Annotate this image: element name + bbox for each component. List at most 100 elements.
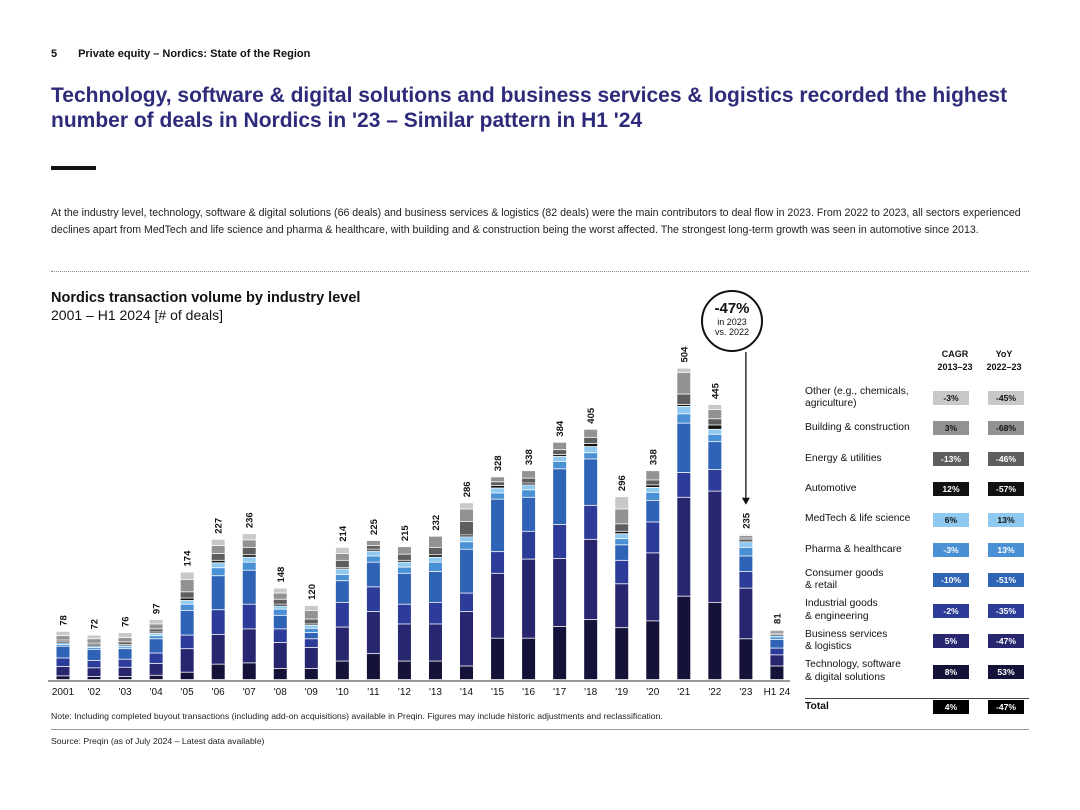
bar-segment-building: [87, 639, 101, 643]
bar-segment-consumer: [366, 562, 380, 587]
yoy-badge-industrial: -35%: [988, 603, 1024, 618]
bar-segment-automotive: [211, 560, 225, 563]
bar-total-label: 384: [555, 420, 566, 437]
legend-label-line: Automotive: [805, 482, 857, 494]
bar-segment-building: [304, 610, 318, 619]
bar-segment-energy: [118, 642, 132, 644]
bar-segment-consumer: [118, 649, 132, 659]
bar-segment-automotive: [739, 540, 753, 542]
bar-segment-tech: [335, 661, 349, 680]
bar-segment-medtech: [273, 606, 287, 609]
bar-segment-automotive: [646, 485, 660, 488]
bar-segment-industrial: [273, 629, 287, 643]
legend-label-line: Consumer goods: [805, 567, 884, 579]
bar-segment-business: [584, 539, 598, 620]
bar-segment-tech: [211, 664, 225, 680]
bar-segment-energy: [273, 599, 287, 604]
legend-label-line: Business services: [805, 628, 888, 640]
cagr-badge-medtech: 6%: [933, 512, 969, 527]
legend-label-line: & digital solutions: [805, 671, 886, 683]
legend-label-line: Industrial goods: [805, 598, 878, 610]
bar-segment-automotive: [180, 598, 194, 601]
bar-segment-building: [180, 579, 194, 592]
bar-segment-building: [553, 442, 567, 450]
bar-segment-tech: [677, 596, 691, 680]
bar-segment-business: [522, 559, 536, 638]
bar-segment-industrial: [522, 531, 536, 559]
x-tick-label: '02: [88, 687, 101, 698]
bar-total-label: 338: [648, 449, 659, 465]
x-tick-label: '04: [150, 687, 163, 698]
bar-segment-automotive: [770, 634, 784, 636]
bar-segment-consumer: [304, 633, 318, 639]
bar-segment-business: [211, 634, 225, 664]
bar-segment-industrial: [180, 635, 194, 649]
bar-total-label: 286: [462, 481, 473, 497]
bar-segment-industrial: [304, 639, 318, 648]
intro-paragraph: At the industry level, technology, softw…: [51, 207, 1021, 236]
bar-segment-building: [366, 540, 380, 546]
bar-segment-business: [615, 584, 629, 628]
bar-segment-medtech: [366, 551, 380, 556]
bar-segment-tech: [304, 668, 318, 680]
x-tick-label: '21: [677, 687, 690, 698]
legend-label-line: MedTech & life science: [805, 513, 911, 525]
cagr-header-line: CAGR: [941, 349, 969, 359]
bar-segment-building: [770, 631, 784, 633]
bar-segment-industrial: [56, 658, 70, 667]
x-tick-label: 2001: [52, 687, 75, 698]
bar-segment-business: [460, 612, 474, 666]
source-line: Source: Preqin (as of July 2024 – Latest…: [51, 736, 265, 746]
callout-line1: in 2023: [717, 317, 747, 327]
bar-segment-building: [708, 409, 722, 419]
bar-total-label: 120: [307, 584, 318, 600]
bar-segment-building: [491, 477, 505, 482]
bar-segment-pharma: [118, 647, 132, 649]
bar-segment-consumer: [211, 576, 225, 610]
chart-title: Nordics transaction volume by industry l…: [51, 290, 361, 306]
bar-segment-consumer: [522, 497, 536, 531]
bar-segment-other: [304, 605, 318, 610]
legend-label-energy: Energy & utilities: [805, 453, 930, 466]
legend-label-line: Technology, software: [805, 659, 901, 671]
x-tick-label: '18: [584, 687, 597, 698]
bar-total-label: 225: [369, 518, 380, 535]
yoy-callout: -47% in 2023 vs. 2022: [701, 290, 763, 352]
bar-segment-energy: [211, 553, 225, 560]
bar-segment-business: [87, 668, 101, 677]
bar-total-label: 445: [710, 382, 721, 399]
bar-segment-consumer: [149, 639, 163, 653]
bar-segment-pharma: [428, 562, 442, 572]
page-number: 5: [51, 48, 58, 60]
bar-segment-business: [242, 629, 256, 663]
legend-label-consumer: Consumer goods & retail: [805, 568, 930, 593]
bar-segment-other: [211, 539, 225, 546]
bar-segment-medtech: [211, 563, 225, 568]
cagr-badge-tech: 8%: [933, 664, 969, 679]
cagr-header-line: 2013–23: [937, 362, 973, 372]
bar-segment-industrial: [428, 602, 442, 624]
bar-segment-building: [242, 540, 256, 547]
bar-total-label: 232: [431, 515, 442, 531]
yoy-badge-consumer: -51%: [988, 573, 1024, 588]
bar-segment-other: [56, 631, 70, 636]
bar-total-label: 338: [524, 449, 535, 465]
bar-segment-consumer: [553, 469, 567, 525]
bar-segment-building: [615, 509, 629, 524]
bar-segment-pharma: [460, 542, 474, 549]
total-divider: [805, 698, 1029, 699]
bar-segment-tech: [118, 676, 132, 680]
bar-segment-medtech: [397, 562, 411, 567]
bar-segment-pharma: [491, 493, 505, 499]
bar-segment-energy: [87, 643, 101, 645]
bar-segment-building: [211, 545, 225, 554]
bar-segment-pharma: [87, 647, 101, 649]
bar-segment-pharma: [646, 492, 660, 500]
cagr-badge-other: -3%: [933, 391, 969, 405]
bar-segment-pharma: [522, 490, 536, 497]
bar-total-label: 76: [121, 616, 132, 627]
bar-segment-automotive: [677, 404, 691, 407]
bar-segment-building: [335, 553, 349, 560]
bar-segment-building: [677, 372, 691, 394]
legend-label-line: Energy & utilities: [805, 452, 882, 464]
